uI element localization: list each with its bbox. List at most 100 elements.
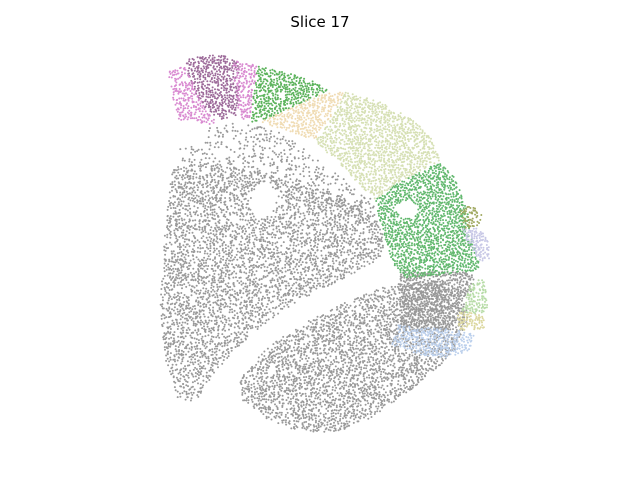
data-point — [324, 315, 327, 318]
data-point — [233, 266, 236, 269]
data-point — [230, 251, 233, 254]
data-point — [184, 181, 187, 184]
data-point — [337, 361, 340, 364]
data-point — [182, 309, 185, 312]
data-point — [264, 285, 267, 288]
data-point — [285, 342, 288, 345]
data-point — [167, 299, 170, 302]
data-point — [197, 289, 200, 292]
data-point — [235, 334, 238, 337]
data-point — [203, 163, 206, 166]
data-point — [207, 289, 210, 292]
data-point — [187, 273, 190, 276]
data-point — [195, 176, 198, 179]
data-point — [260, 218, 263, 221]
data-point — [299, 288, 302, 291]
data-point — [275, 201, 278, 204]
data-point — [188, 232, 191, 234]
data-point — [217, 279, 220, 282]
data-point — [200, 267, 202, 270]
data-point — [194, 366, 197, 369]
data-point — [359, 327, 362, 330]
data-point — [363, 244, 366, 246]
data-point — [238, 228, 241, 230]
data-point — [172, 376, 175, 379]
data-point — [263, 355, 266, 357]
data-point — [180, 246, 182, 248]
data-point — [233, 212, 236, 215]
data-point — [423, 362, 426, 365]
data-point — [259, 180, 262, 183]
data-point — [209, 375, 212, 378]
data-point — [230, 176, 233, 179]
data-point — [209, 172, 212, 175]
data-point — [366, 305, 369, 308]
data-point — [191, 381, 194, 384]
data-point — [296, 233, 299, 236]
data-point — [386, 317, 389, 320]
data-point — [196, 378, 198, 381]
data-point — [281, 301, 284, 304]
data-point — [163, 234, 166, 237]
data-point — [212, 239, 215, 242]
data-point — [312, 218, 315, 221]
data-point — [200, 279, 203, 282]
data-point — [213, 290, 216, 293]
data-point — [334, 315, 337, 318]
data-point — [197, 258, 200, 261]
data-point — [163, 332, 166, 335]
data-point — [182, 303, 185, 306]
data-point — [192, 391, 195, 394]
data-point — [182, 356, 185, 359]
data-point — [191, 187, 194, 190]
data-point — [377, 308, 380, 311]
data-point — [165, 336, 168, 339]
data-point — [296, 278, 299, 281]
data-point — [414, 353, 417, 356]
data-point — [373, 232, 376, 235]
data-point — [190, 279, 193, 281]
data-point — [368, 225, 371, 228]
data-point — [184, 272, 187, 275]
data-point — [178, 277, 181, 280]
data-point — [208, 311, 211, 314]
region-background-tissue — [239, 280, 469, 433]
data-point — [271, 244, 274, 246]
data-point — [189, 207, 192, 210]
data-point — [383, 309, 386, 312]
data-point — [380, 240, 383, 243]
data-point — [346, 324, 349, 327]
data-point — [334, 215, 337, 218]
data-point — [212, 306, 215, 309]
data-point — [257, 266, 260, 269]
data-point — [308, 255, 311, 257]
data-point — [321, 263, 324, 266]
data-point — [170, 336, 173, 339]
data-point — [306, 242, 308, 245]
data-point — [193, 224, 196, 227]
data-point — [229, 256, 232, 259]
data-point — [230, 347, 233, 349]
data-point — [275, 225, 278, 228]
data-point — [257, 178, 260, 181]
data-point — [217, 179, 220, 182]
data-point — [330, 275, 333, 278]
data-point — [268, 264, 271, 267]
data-point — [342, 264, 344, 267]
data-point — [215, 358, 218, 361]
data-point — [388, 302, 391, 305]
data-point — [193, 242, 195, 245]
data-point — [198, 365, 201, 368]
data-point — [386, 335, 389, 338]
data-point — [180, 324, 183, 327]
data-point — [201, 350, 204, 353]
data-point — [290, 355, 293, 358]
data-point — [334, 217, 337, 220]
data-point — [191, 308, 194, 311]
data-point — [361, 238, 364, 241]
data-point — [206, 291, 209, 294]
data-point — [322, 235, 325, 238]
data-point — [202, 200, 204, 203]
data-point — [177, 325, 180, 328]
data-point — [366, 241, 369, 244]
